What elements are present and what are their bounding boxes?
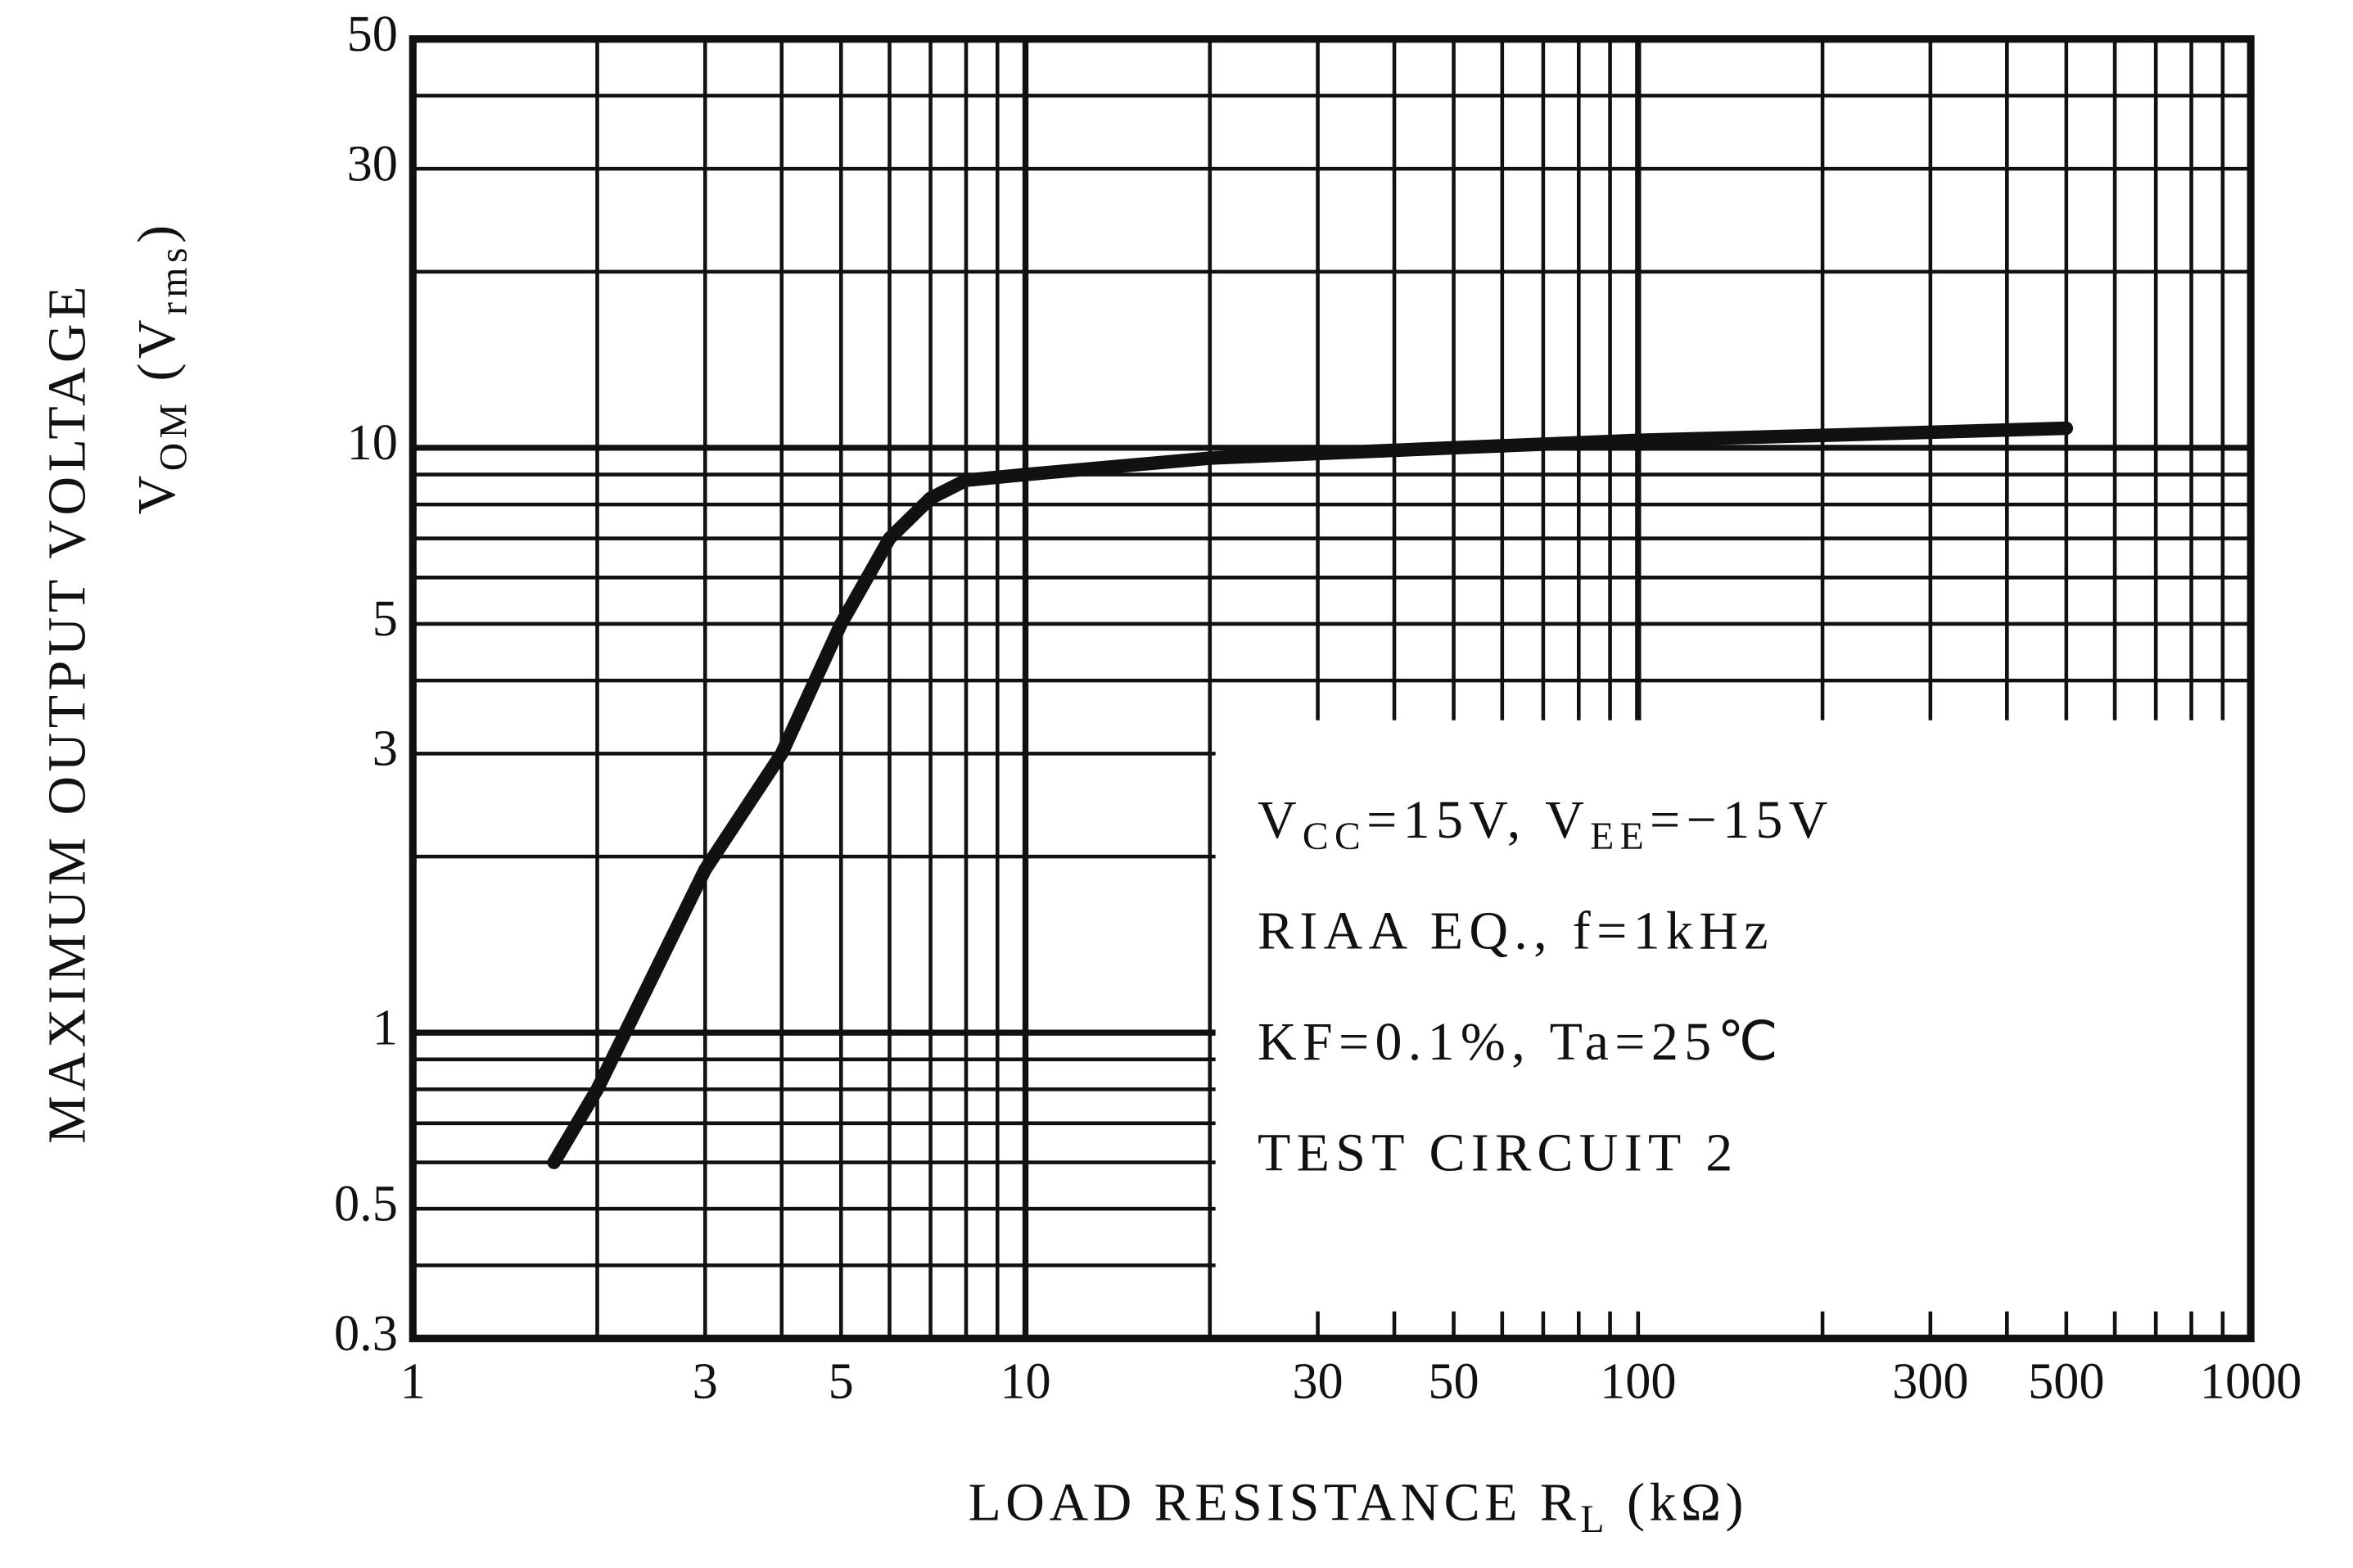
annotation-part: RIAA EQ., f=1kHz bbox=[1258, 901, 1774, 961]
annotation-part: EE bbox=[1590, 816, 1650, 858]
data-line bbox=[547, 421, 2074, 1169]
x-tick-label: 5 bbox=[829, 1353, 854, 1410]
x-tick-label: 1 bbox=[400, 1353, 426, 1410]
x-tick-label: 3 bbox=[693, 1353, 718, 1410]
y-axis-label-part: rms bbox=[152, 243, 195, 315]
y-axis-label-part: V bbox=[127, 471, 187, 514]
annotation-part: V bbox=[1258, 790, 1303, 850]
x-tick-label: 100 bbox=[1600, 1353, 1676, 1410]
annotation-part: CC bbox=[1303, 816, 1366, 858]
y-axis-label-part: MAXIMUM OUTPUT VOLTAGE bbox=[37, 282, 97, 1144]
y-axis-label: MAXIMUM OUTPUT VOLTAGE bbox=[37, 282, 97, 1144]
y-tick-label: 50 bbox=[347, 6, 398, 62]
x-axis-label-part: L bbox=[1580, 1498, 1609, 1541]
annotation-part: TEST CIRCUIT 2 bbox=[1258, 1123, 1739, 1183]
y-tick-label: 1 bbox=[373, 999, 398, 1055]
y-axis-label-part: OM bbox=[152, 400, 195, 472]
x-axis-label: LOAD RESISTANCE RL (kΩ) bbox=[969, 1473, 1748, 1541]
y-tick-label: 0.5 bbox=[334, 1175, 398, 1231]
x-tick-label: 30 bbox=[1292, 1353, 1343, 1410]
annotation-part: KF=0.1%, Ta=25℃ bbox=[1258, 1012, 1784, 1072]
x-tick-label: 1000 bbox=[2200, 1353, 2302, 1410]
y-axis-label-part: (V bbox=[127, 315, 187, 400]
annotation-box bbox=[1215, 720, 2257, 1335]
annotation-part: =15V, V bbox=[1366, 790, 1590, 850]
annotation: TEST CIRCUIT 2 bbox=[1258, 1123, 1739, 1183]
x-tick-label: 300 bbox=[1892, 1353, 1968, 1410]
y-tick-label: 0.3 bbox=[334, 1305, 398, 1362]
x-axis-label-part: (kΩ) bbox=[1609, 1473, 1748, 1533]
y-tick-label: 5 bbox=[373, 590, 398, 647]
x-tick-label: 10 bbox=[1000, 1353, 1050, 1410]
y-axis-label: VOM (Vrms) bbox=[127, 221, 195, 515]
x-tick-label: 500 bbox=[2028, 1353, 2104, 1410]
x-tick-label: 50 bbox=[1428, 1353, 1479, 1410]
annotation: RIAA EQ., f=1kHz bbox=[1258, 901, 1774, 961]
annotation: KF=0.1%, Ta=25℃ bbox=[1258, 1012, 1784, 1072]
x-axis-label-part: LOAD RESISTANCE R bbox=[969, 1473, 1581, 1533]
y-tick-label: 3 bbox=[373, 721, 398, 777]
annotation-part: =−15V bbox=[1650, 790, 1834, 850]
plot-frame bbox=[409, 35, 2255, 1343]
y-tick-label: 10 bbox=[347, 414, 398, 471]
annotation: VCC=15V, VEE=−15V bbox=[1258, 790, 1834, 858]
y-axis-label-part: ) bbox=[127, 221, 187, 243]
y-tick-label: 30 bbox=[347, 135, 398, 192]
